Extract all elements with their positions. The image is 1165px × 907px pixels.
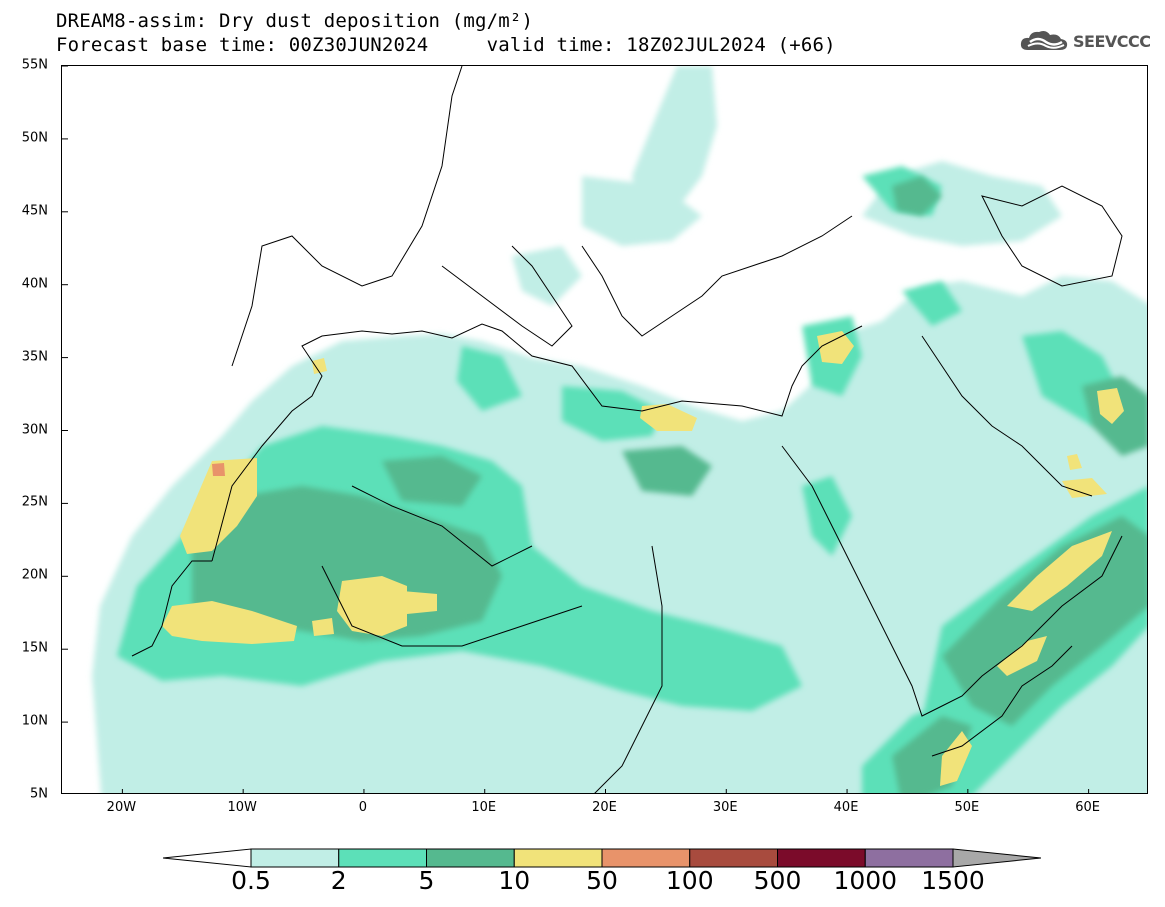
longitude-label: 30E xyxy=(712,800,738,815)
colorbar-segment xyxy=(777,848,866,868)
colorbar-label: 500 xyxy=(753,866,802,895)
latitude-label: 30N xyxy=(21,422,48,437)
longitude-label: 50E xyxy=(954,800,980,815)
colorbar-label: 2 xyxy=(330,866,347,895)
latitude-label: 10N xyxy=(21,713,48,729)
dust-deposition-map xyxy=(61,65,1148,794)
colorbar-under-triangle xyxy=(163,848,252,868)
latitude-label: 50N xyxy=(21,130,48,146)
latitude-label: 45N xyxy=(21,203,48,219)
colorbar-label: 100 xyxy=(665,866,714,895)
colorbar-segment xyxy=(601,848,691,868)
latitude-label: 35N xyxy=(21,349,48,365)
colorbar-label: 50 xyxy=(586,866,618,895)
latitude-label: 55N xyxy=(21,57,48,73)
colorbar-segment xyxy=(864,848,954,868)
longitude-label: 10W xyxy=(227,800,257,815)
forecast-time-line: Forecast base time: 00Z30JUN2024 valid t… xyxy=(56,34,836,56)
colorbar-segment xyxy=(513,848,603,868)
dust-level-5-areas xyxy=(212,463,225,476)
colorbar-label: 5 xyxy=(418,866,435,895)
longitude-label: 60E xyxy=(1075,800,1100,815)
colorbar-label: 0.5 xyxy=(231,866,271,895)
cloud-icon xyxy=(1020,31,1068,50)
coastlines-and-borders xyxy=(131,66,1123,793)
latitude-label: 20N xyxy=(21,567,48,583)
colorbar-over-triangle xyxy=(952,848,1041,868)
colorbar-label: 1500 xyxy=(921,866,985,895)
colorbar-segment xyxy=(338,848,427,868)
colorbar-segment xyxy=(426,848,515,868)
map-canvas xyxy=(62,66,1147,793)
latitude-label: 15N xyxy=(21,640,48,656)
dust-level-4-areas xyxy=(162,331,1124,786)
latitude-label: 5N xyxy=(30,786,48,802)
longitude-label: 0 xyxy=(358,800,368,815)
colorbar-segment xyxy=(250,848,340,868)
longitude-label: 20E xyxy=(592,800,617,815)
seevccc-logo: SEEVCCC xyxy=(1018,28,1151,54)
map-title: DREAM8-assim: Dry dust deposition (mg/m²… xyxy=(56,10,534,32)
colorbar xyxy=(163,848,1041,868)
longitude-label: 20W xyxy=(106,800,137,815)
longitude-label: 40E xyxy=(833,800,859,815)
latitude-label: 25N xyxy=(21,494,48,510)
logo-text: SEEVCCC xyxy=(1073,31,1151,51)
longitude-label: 10E xyxy=(471,800,497,815)
colorbar-label: 10 xyxy=(498,866,531,895)
colorbar-label: 1000 xyxy=(833,866,898,895)
colorbar-segment xyxy=(689,848,778,868)
latitude-label: 40N xyxy=(21,276,48,292)
